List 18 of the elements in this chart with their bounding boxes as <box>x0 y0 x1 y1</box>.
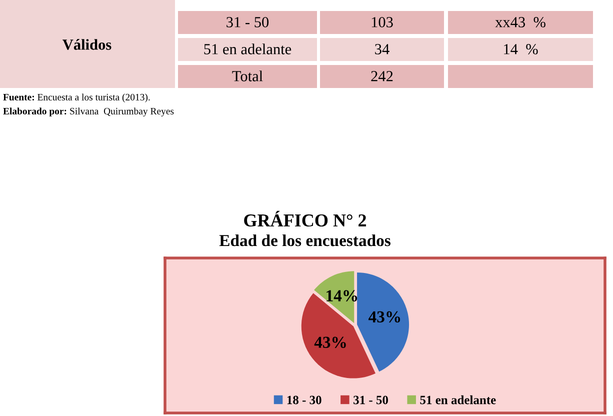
data-label: 43% <box>314 336 346 348</box>
data-label: 43% <box>368 311 400 323</box>
text: 103 <box>372 17 393 28</box>
text: 34 <box>375 44 390 54</box>
legend-label: 31 - 50 <box>354 396 388 404</box>
text: 31 - 50 <box>226 17 269 28</box>
source-note: Fuente: Encuesta a los turista (2013). <box>3 94 150 102</box>
chart-subtitle: Edad de los encuestados <box>219 234 390 246</box>
text: xx43 % <box>495 17 546 28</box>
legend-label: 51 en adelante <box>420 395 496 404</box>
text: Válidos <box>62 39 112 50</box>
text: Elaborado por: Silvana Quirumbay Reyes <box>3 108 174 116</box>
text: 51 en adelante <box>204 44 292 54</box>
text: 14 % <box>504 44 538 54</box>
text: 242 <box>371 71 393 82</box>
text: Total <box>232 70 263 82</box>
chart-title: GRÁFICO N° 2 <box>244 210 366 227</box>
legend-label: 18 - 30 <box>287 396 322 404</box>
